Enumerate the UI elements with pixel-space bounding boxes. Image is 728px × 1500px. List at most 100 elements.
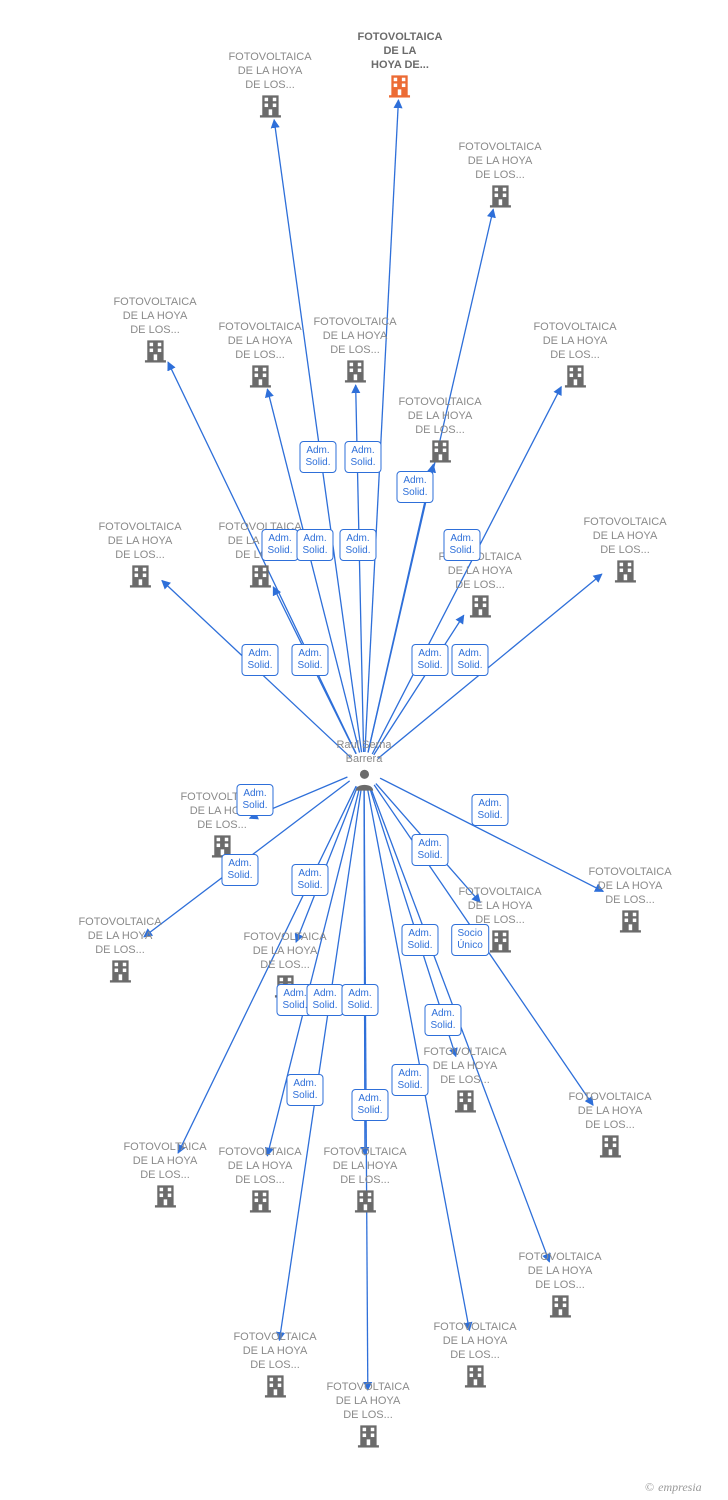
building-icon xyxy=(313,357,396,390)
company-label: FOTOVOLTAICA DE LA HOYA DE LOS... xyxy=(518,1251,601,1292)
company-label: FOTOVOLTAICA DE LA HOYA DE LOS... xyxy=(423,1046,506,1087)
relation-role-label: Adm. Solid. xyxy=(241,644,278,676)
relation-role-label: Adm. Solid. xyxy=(296,529,333,561)
company-label: FOTOVOLTAICA DE LA HOYA DE LOS... xyxy=(433,1321,516,1362)
company-node[interactable]: FOTOVOLTAICA DE LA HOYA DE LOS... xyxy=(218,321,301,399)
building-icon xyxy=(228,92,311,125)
company-label: FOTOVOLTAICA DE LA HOYA DE LOS... xyxy=(313,316,396,357)
company-node[interactable]: FOTOVOLTAICA DE LA HOYA DE LOS... xyxy=(433,1321,516,1399)
relation-role-label: Adm. Solid. xyxy=(411,644,448,676)
building-icon xyxy=(218,562,301,595)
company-label: FOTOVOLTAICA DE LA HOYA DE LOS... xyxy=(458,886,541,927)
company-node[interactable]: FOTOVOLTAICA DE LA HOYA DE... xyxy=(358,31,443,109)
building-icon xyxy=(423,1087,506,1120)
company-label: FOTOVOLTAICA DE LA HOYA DE LOS... xyxy=(533,321,616,362)
company-label: FOTOVOLTAICA DE LA HOYA DE... xyxy=(358,31,443,72)
company-label: FOTOVOLTAICA DE LA HOYA DE LOS... xyxy=(218,1146,301,1187)
company-label: FOTOVOLTAICA DE LA HOYA DE LOS... xyxy=(113,296,196,337)
company-node[interactable]: FOTOVOLTAICA DE LA HOYA DE LOS... xyxy=(398,396,481,474)
company-label: FOTOVOLTAICA DE LA HOYA DE LOS... xyxy=(323,1146,406,1187)
company-label: FOTOVOLTAICA DE LA HOYA DE LOS... xyxy=(243,931,326,972)
relation-role-label: Adm. Solid. xyxy=(396,471,433,503)
building-icon xyxy=(433,1362,516,1395)
building-icon xyxy=(458,182,541,215)
relation-role-label: Adm. Solid. xyxy=(471,794,508,826)
company-node[interactable]: FOTOVOLTAICA DE LA HOYA DE LOS... xyxy=(98,521,181,599)
building-icon xyxy=(98,562,181,595)
company-node[interactable]: FOTOVOLTAICA DE LA HOYA DE LOS... xyxy=(568,1091,651,1169)
center-person-node[interactable]: Raul Serna Barrera xyxy=(336,739,391,802)
building-icon xyxy=(588,907,671,940)
company-label: FOTOVOLTAICA DE LA HOYA DE LOS... xyxy=(78,916,161,957)
relation-role-label: Adm. Solid. xyxy=(351,1089,388,1121)
company-node[interactable]: FOTOVOLTAICA DE LA HOYA DE LOS... xyxy=(583,516,666,594)
company-label: FOTOVOLTAICA DE LA HOYA DE LOS... xyxy=(233,1331,316,1372)
company-node[interactable]: FOTOVOLTAICA DE LA HOYA DE LOS... xyxy=(533,321,616,399)
company-label: FOTOVOLTAICA DE LA HOYA DE LOS... xyxy=(568,1091,651,1132)
company-label: FOTOVOLTAICA DE LA HOYA DE LOS... xyxy=(588,866,671,907)
copyright: © empresia xyxy=(645,1480,702,1495)
relation-role-label: Adm. Solid. xyxy=(291,644,328,676)
building-icon xyxy=(123,1182,206,1215)
company-node[interactable]: FOTOVOLTAICA DE LA HOYA DE LOS... xyxy=(228,51,311,129)
company-label: FOTOVOLTAICA DE LA HOYA DE LOS... xyxy=(583,516,666,557)
company-label: FOTOVOLTAICA DE LA HOYA DE LOS... xyxy=(326,1381,409,1422)
building-icon xyxy=(218,362,301,395)
relation-role-label: Adm. Solid. xyxy=(451,644,488,676)
building-icon xyxy=(533,362,616,395)
relation-role-label: Adm. Solid. xyxy=(261,529,298,561)
relation-role-label: Adm. Solid. xyxy=(401,924,438,956)
copyright-symbol: © xyxy=(645,1480,654,1494)
relation-edge xyxy=(365,100,399,752)
building-icon xyxy=(518,1292,601,1325)
company-label: FOTOVOLTAICA DE LA HOYA DE LOS... xyxy=(98,521,181,562)
company-node[interactable]: FOTOVOLTAICA DE LA HOYA DE LOS... xyxy=(588,866,671,944)
relation-role-label: Adm. Solid. xyxy=(424,1004,461,1036)
relation-role-label: Socio Único xyxy=(451,924,489,956)
relation-role-label: Adm. Solid. xyxy=(299,441,336,473)
relation-role-label: Adm. Solid. xyxy=(236,784,273,816)
company-node[interactable]: FOTOVOLTAICA DE LA HOYA DE LOS... xyxy=(323,1146,406,1224)
person-icon xyxy=(336,766,391,797)
relation-role-label: Adm. Solid. xyxy=(221,854,258,886)
building-icon xyxy=(113,337,196,370)
company-node[interactable]: FOTOVOLTAICA DE LA HOYA DE LOS... xyxy=(78,916,161,994)
company-node[interactable]: FOTOVOLTAICA DE LA HOYA DE LOS... xyxy=(123,1141,206,1219)
company-label: FOTOVOLTAICA DE LA HOYA DE LOS... xyxy=(123,1141,206,1182)
relation-role-label: Adm. Solid. xyxy=(286,1074,323,1106)
company-node[interactable]: FOTOVOLTAICA DE LA HOYA DE LOS... xyxy=(423,1046,506,1124)
relation-role-label: Adm. Solid. xyxy=(306,984,343,1016)
relation-role-label: Adm. Solid. xyxy=(291,864,328,896)
company-label: FOTOVOLTAICA DE LA HOYA DE LOS... xyxy=(228,51,311,92)
building-icon xyxy=(218,1187,301,1220)
building-icon xyxy=(358,72,443,105)
relation-role-label: Adm. Solid. xyxy=(339,529,376,561)
building-icon xyxy=(233,1372,316,1405)
company-node[interactable]: FOTOVOLTAICA DE LA HOYA DE LOS... xyxy=(326,1381,409,1459)
relation-role-label: Adm. Solid. xyxy=(391,1064,428,1096)
relation-role-label: Adm. Solid. xyxy=(341,984,378,1016)
relation-edge xyxy=(368,464,433,752)
company-label: FOTOVOLTAICA DE LA HOYA DE LOS... xyxy=(458,141,541,182)
building-icon xyxy=(78,957,161,990)
company-node[interactable]: FOTOVOLTAICA DE LA HOYA DE LOS... xyxy=(313,316,396,394)
center-person-label: Raul Serna Barrera xyxy=(336,739,391,767)
company-node[interactable]: FOTOVOLTAICA DE LA HOYA DE LOS... xyxy=(438,551,521,629)
building-icon xyxy=(326,1422,409,1455)
relation-role-label: Adm. Solid. xyxy=(411,834,448,866)
company-node[interactable]: FOTOVOLTAICA DE LA HOYA DE LOS... xyxy=(458,141,541,219)
company-label: FOTOVOLTAICA DE LA HOYA DE LOS... xyxy=(218,321,301,362)
relation-role-label: Adm. Solid. xyxy=(344,441,381,473)
building-icon xyxy=(323,1187,406,1220)
company-node[interactable]: FOTOVOLTAICA DE LA HOYA DE LOS... xyxy=(233,1331,316,1409)
company-label: FOTOVOLTAICA DE LA HOYA DE LOS... xyxy=(398,396,481,437)
relation-role-label: Adm. Solid. xyxy=(443,529,480,561)
company-node[interactable]: FOTOVOLTAICA DE LA HOYA DE LOS... xyxy=(518,1251,601,1329)
building-icon xyxy=(583,557,666,590)
building-icon xyxy=(438,592,521,625)
copyright-text: empresia xyxy=(658,1480,702,1494)
building-icon xyxy=(398,437,481,470)
company-node[interactable]: FOTOVOLTAICA DE LA HOYA DE LOS... xyxy=(113,296,196,374)
company-node[interactable]: FOTOVOLTAICA DE LA HOYA DE LOS... xyxy=(218,1146,301,1224)
building-icon xyxy=(568,1132,651,1165)
